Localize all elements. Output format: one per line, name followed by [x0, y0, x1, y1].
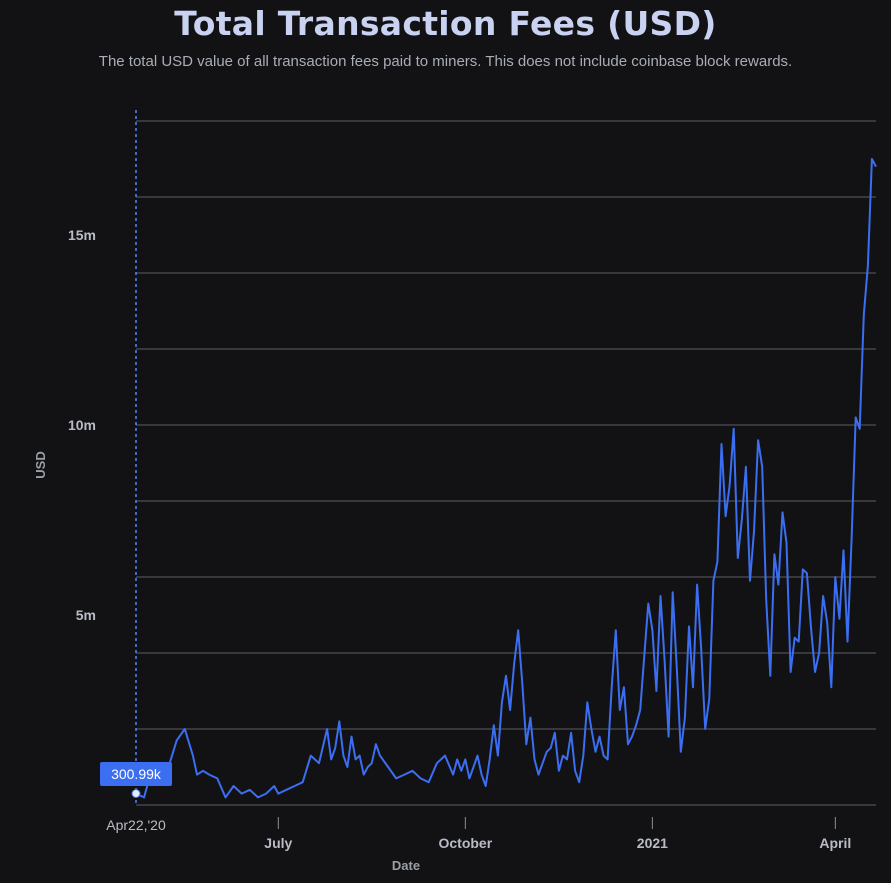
chart-title: Total Transaction Fees (USD) [174, 4, 717, 43]
x-tick-label: April [819, 835, 851, 851]
x-tick-label: 2021 [637, 835, 668, 851]
chart-subtitle: The total USD value of all transaction f… [98, 53, 793, 70]
series-line-total-fees[interactable] [135, 158, 877, 799]
tooltip-point [131, 789, 141, 799]
tooltip-value: 300.99k [111, 766, 162, 782]
hover-tooltip: 300.99k [100, 762, 172, 799]
x-axis-label: Date [392, 858, 420, 873]
y-tick-label: 10m [68, 417, 96, 433]
y-axis-label: USD [33, 451, 48, 478]
x-axis-ticks: July October 2021 April [264, 817, 851, 851]
x-tick-label: October [438, 835, 492, 851]
y-axis-ticks: 5m 10m 15m [68, 227, 96, 623]
gridlines [136, 120, 876, 806]
x-start-label: Apr22,'20 [106, 817, 166, 833]
y-tick-label: 15m [68, 227, 96, 243]
x-tick-label: July [264, 835, 292, 851]
y-tick-label: 5m [76, 607, 96, 623]
tooltip-box [100, 762, 172, 786]
